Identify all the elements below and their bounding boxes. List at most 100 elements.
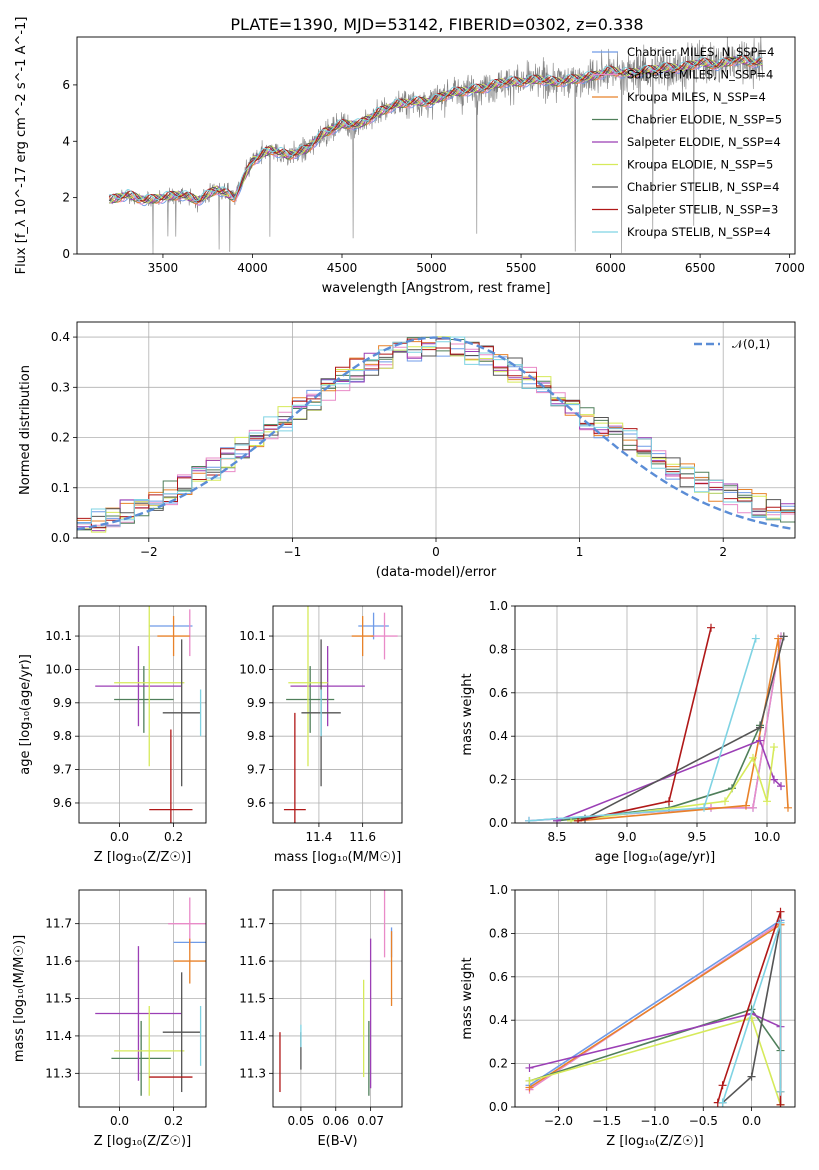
legend-label: Chabrier STELIB, N_SSP=4 bbox=[627, 180, 779, 194]
weight-marker bbox=[776, 918, 785, 927]
x-tick-label: 0.06 bbox=[322, 1114, 349, 1128]
weight-marker bbox=[770, 743, 778, 752]
x-axis-label: E(B-V) bbox=[317, 1134, 357, 1149]
x-tick-label: 11.6 bbox=[349, 830, 376, 844]
y-tick-label: 2 bbox=[62, 191, 70, 205]
weight-marker bbox=[776, 907, 785, 916]
y-tick-label: 10.1 bbox=[45, 629, 72, 643]
weight-marker bbox=[784, 803, 792, 812]
errorbar-point-2 bbox=[157, 616, 190, 657]
panel-weight-vs-age: 8.5 9.0 9.5 10.0 0.0 0.2 0.4 0.6 0.8 1.0 age [log₁… bbox=[460, 599, 796, 865]
axes-frame bbox=[76, 36, 796, 255]
weight-line-7 bbox=[577, 627, 712, 822]
y-tick-label: 9.8 bbox=[53, 729, 72, 743]
weight-line-0 bbox=[528, 636, 782, 822]
plot-area-spectrum bbox=[108, 37, 763, 254]
x-tick-label: 0.07 bbox=[357, 1114, 384, 1128]
y-tick-label: 0.0 bbox=[489, 816, 508, 830]
x-tick-label: 0 bbox=[432, 545, 440, 559]
weight-marker bbox=[770, 775, 778, 784]
x-tick-label: 6500 bbox=[685, 261, 716, 275]
y-tick-label: 11.3 bbox=[45, 1066, 72, 1080]
y-tick-label: 0.1 bbox=[51, 481, 70, 495]
errorbar-point-3 bbox=[286, 666, 335, 733]
errorbar-point-4 bbox=[95, 646, 182, 727]
errorbar-point-5 bbox=[114, 1005, 185, 1096]
weight-marker bbox=[751, 634, 760, 643]
panel-mass-vs-Z: 0.0 0.2 11.3 11.4 11.5 11.6 11.7 Z [log₁₀(Z/Z☉)… bbox=[12, 889, 207, 1149]
x-tick-label: 6000 bbox=[595, 261, 626, 275]
plot-area-age-vs-Z bbox=[95, 606, 202, 823]
y-tick-label: 11.6 bbox=[45, 954, 72, 968]
y-tick-label: 11.3 bbox=[239, 1066, 266, 1080]
errorbar-point-6 bbox=[162, 639, 201, 787]
x-tick-label: 4000 bbox=[237, 261, 268, 275]
legend-label: Kroupa MILES, N_SSP=4 bbox=[627, 90, 766, 104]
weight-line-6 bbox=[584, 636, 785, 820]
x-tick-label: −2 bbox=[140, 545, 158, 559]
x-tick-label: 4500 bbox=[327, 261, 358, 275]
errorbar-point-7 bbox=[149, 729, 193, 823]
histogram-7 bbox=[77, 338, 795, 529]
legend-label: Kroupa STELIB, N_SSP=4 bbox=[627, 225, 771, 239]
x-tick-label: 0.0 bbox=[110, 1114, 129, 1128]
y-axis-label: Normed distribution bbox=[18, 365, 33, 495]
weight-marker bbox=[763, 797, 771, 806]
weight-marker bbox=[749, 753, 757, 762]
errorbar-point-1 bbox=[371, 612, 398, 660]
x-tick-label: 11.4 bbox=[306, 830, 333, 844]
weight-marker bbox=[774, 634, 783, 643]
y-tick-label: 0.4 bbox=[489, 1013, 508, 1027]
x-tick-label: 0.2 bbox=[164, 830, 183, 844]
y-tick-label: 9.9 bbox=[53, 696, 72, 710]
y-tick-label: 0 bbox=[62, 247, 70, 261]
x-tick-label: 0.0 bbox=[742, 1114, 761, 1128]
axes-frame bbox=[514, 605, 796, 824]
y-tick-label: 11.6 bbox=[239, 954, 266, 968]
errorbar-point-4 bbox=[95, 946, 182, 1081]
y-tick-label: 1.0 bbox=[489, 883, 508, 897]
axes-frame bbox=[514, 889, 796, 1108]
legend-label: Salpeter MILES, N_SSP=4 bbox=[627, 68, 773, 82]
errorbar-point-5 bbox=[114, 606, 185, 767]
legend-label: Salpeter ELODIE, N_SSP=4 bbox=[627, 135, 781, 149]
x-axis-label: age [log₁₀(age/yr)] bbox=[595, 850, 716, 865]
axes-frame bbox=[78, 605, 207, 824]
x-tick-label: 2 bbox=[719, 545, 727, 559]
weight-marker bbox=[525, 1076, 534, 1085]
legend-label: Salpeter STELIB, N_SSP=3 bbox=[627, 203, 778, 217]
y-tick-label: 9.6 bbox=[53, 796, 72, 810]
panel-spectrum: 3500 4000 4500 5000 5500 6000 6500 7000 0 2 4 6 wave… bbox=[14, 17, 805, 296]
y-tick-label: 0.3 bbox=[51, 380, 70, 394]
plot-area-mass-vs-Z bbox=[95, 897, 206, 1096]
x-axis-label: Z [log₁₀(Z/Z☉)] bbox=[606, 1134, 703, 1149]
x-axis-label: Z [log₁₀(Z/Z☉)] bbox=[94, 850, 191, 865]
panel-residuals: −2 −1 0 1 2 0.0 0.1 0.2 0.3 0.4 (data-model)/error… bbox=[18, 321, 796, 580]
x-tick-label: 8.5 bbox=[547, 830, 566, 844]
errorbar-point-4 bbox=[290, 646, 365, 727]
y-tick-label: 0.4 bbox=[489, 729, 508, 743]
normal-curve bbox=[77, 336, 793, 531]
axes-frame bbox=[272, 889, 403, 1108]
y-axis-label: mass weight bbox=[460, 957, 475, 1039]
weight-marker bbox=[707, 623, 715, 632]
panel-mass-vs-EBV: 0.05 0.06 0.07 11.3 11.4 11.5 11.6 11.7 E(B-V) bbox=[239, 889, 403, 1149]
y-tick-label: 0.6 bbox=[489, 686, 508, 700]
x-axis-label: Z [log₁₀(Z/Z☉)] bbox=[94, 1134, 191, 1149]
y-tick-label: 11.5 bbox=[239, 992, 266, 1006]
x-tick-label: 9.5 bbox=[687, 830, 706, 844]
legend: Chabrier MILES, N_SSP=4 Salpeter MILES, N… bbox=[592, 45, 782, 239]
y-tick-label: 9.6 bbox=[247, 796, 266, 810]
x-tick-label: −1.0 bbox=[640, 1114, 669, 1128]
x-tick-label: 0.0 bbox=[110, 830, 129, 844]
x-tick-label: −0.5 bbox=[689, 1114, 718, 1128]
legend-label: Chabrier ELODIE, N_SSP=5 bbox=[627, 113, 782, 127]
plot-area-residuals bbox=[77, 336, 795, 533]
errorbar-point-6 bbox=[162, 972, 201, 1093]
x-axis-label: (data-model)/error bbox=[376, 565, 497, 580]
plot-area-weight-vs-age bbox=[525, 623, 792, 823]
y-tick-label: 11.5 bbox=[45, 992, 72, 1006]
axes-frame bbox=[78, 889, 207, 1108]
weight-marker bbox=[665, 797, 673, 806]
